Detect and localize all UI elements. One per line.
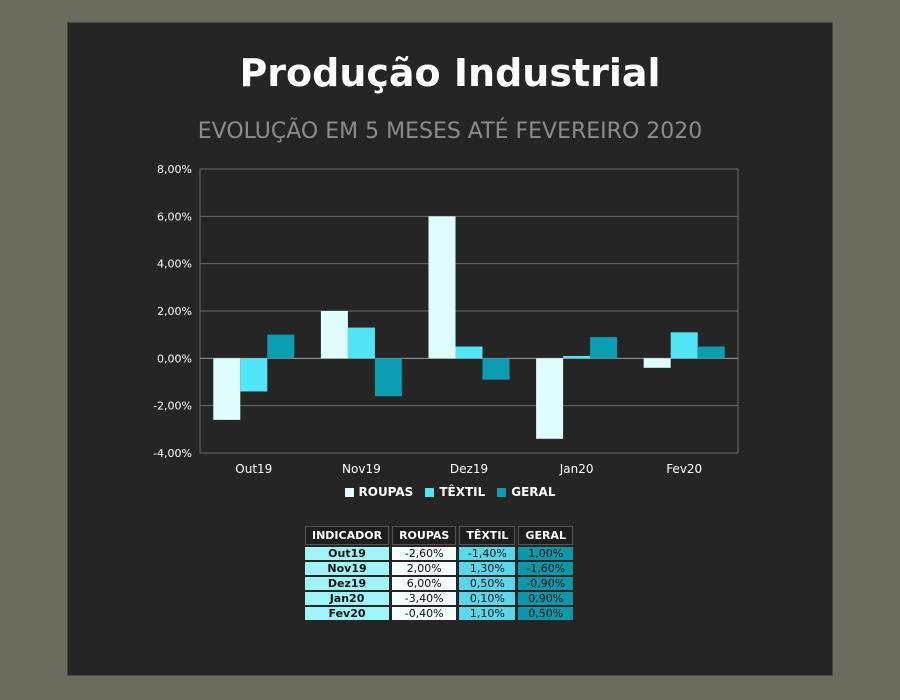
cell-textil: 1,10% bbox=[459, 607, 516, 620]
chart-legend: ROUPAS TÊXTIL GERAL bbox=[68, 485, 832, 499]
x-tick-label: Out19 bbox=[235, 462, 272, 476]
row-label: Jan20 bbox=[305, 592, 390, 605]
table-row: Nov19 2,00% 1,30% -1,60% bbox=[305, 562, 573, 575]
table-row: Fev20 -0,40% 1,10% 0,50% bbox=[305, 607, 573, 620]
bar-roupas-jan20 bbox=[536, 358, 564, 439]
header-indicador: INDICADOR bbox=[305, 526, 390, 545]
table-row: Jan20 -3,40% 0,10% 0,90% bbox=[305, 592, 573, 605]
y-tick-label: 6,00% bbox=[157, 210, 192, 223]
bar-geral-jan20 bbox=[590, 337, 618, 359]
y-tick-label: 0,00% bbox=[157, 352, 192, 365]
bar-textil-out19 bbox=[240, 358, 268, 392]
cell-geral: -0,90% bbox=[518, 577, 573, 590]
bar-geral-fev20 bbox=[697, 346, 725, 359]
y-tick-label: 8,00% bbox=[157, 163, 192, 176]
cell-textil: 0,50% bbox=[459, 577, 516, 590]
legend-swatch-textil bbox=[425, 487, 435, 497]
bar-textil-nov19 bbox=[347, 327, 375, 359]
row-label: Nov19 bbox=[305, 562, 390, 575]
page-subtitle: EVOLUÇÃO EM 5 MESES ATÉ FEVEREIRO 2020 bbox=[197, 119, 703, 144]
bar-textil-fev20 bbox=[670, 332, 698, 359]
bar-geral-dez19 bbox=[482, 358, 510, 380]
cell-geral: -1,60% bbox=[518, 562, 573, 575]
table-row: Dez19 6,00% 0,50% -0,90% bbox=[305, 577, 573, 590]
cell-roupas: 6,00% bbox=[392, 577, 457, 590]
dashboard-panel: Produção Industrial EVOLUÇÃO EM 5 MESES … bbox=[67, 22, 833, 676]
bar-geral-nov19 bbox=[374, 358, 402, 397]
legend-label-textil: TÊXTIL bbox=[439, 485, 486, 499]
cell-geral: 1,00% bbox=[518, 547, 573, 560]
legend-item-geral: GERAL bbox=[497, 485, 555, 499]
cell-roupas: -2,60% bbox=[392, 547, 457, 560]
y-tick-label: 2,00% bbox=[157, 305, 192, 318]
bar-chart: -4,00% -2,00% 0,00% 2,00% 4,00% 6,00% 8,00% Out… bbox=[153, 163, 739, 476]
y-tick-label: 4,00% bbox=[157, 258, 192, 271]
cell-geral: 0,50% bbox=[518, 607, 573, 620]
bar-geral-out19 bbox=[267, 334, 295, 359]
legend-item-textil: TÊXTIL bbox=[425, 485, 485, 499]
header-roupas: ROUPAS bbox=[392, 526, 457, 545]
y-tick-label: -4,00% bbox=[153, 447, 192, 460]
x-tick-label: Jan20 bbox=[559, 462, 594, 476]
row-label: Dez19 bbox=[305, 577, 390, 590]
x-tick-label: Fev20 bbox=[666, 462, 702, 476]
page-title: Produção Industrial bbox=[239, 51, 661, 95]
legend-item-roupas: ROUPAS bbox=[344, 485, 414, 499]
legend-label-roupas: ROUPAS bbox=[358, 485, 414, 499]
bar-roupas-fev20 bbox=[643, 358, 671, 368]
cell-roupas: -0,40% bbox=[392, 607, 457, 620]
bar-roupas-out19 bbox=[213, 358, 241, 420]
legend-swatch-roupas bbox=[344, 487, 354, 497]
y-tick-label: -2,00% bbox=[153, 400, 192, 413]
table-header-row: INDICADOR ROUPAS TÊXTIL GERAL bbox=[305, 526, 573, 545]
table-row: Out19 -2,60% -1,40% 1,00% bbox=[305, 547, 573, 560]
header-textil: TÊXTIL bbox=[459, 526, 516, 545]
bar-roupas-dez19 bbox=[428, 216, 456, 359]
cell-textil: 1,30% bbox=[459, 562, 516, 575]
cell-roupas: 2,00% bbox=[392, 562, 457, 575]
cell-roupas: -3,40% bbox=[392, 592, 457, 605]
bar-textil-jan20 bbox=[563, 355, 591, 359]
row-label: Out19 bbox=[305, 547, 390, 560]
bar-roupas-nov19 bbox=[320, 311, 348, 359]
cell-textil: 0,10% bbox=[459, 592, 516, 605]
legend-swatch-geral bbox=[497, 487, 507, 497]
row-label: Fev20 bbox=[305, 607, 390, 620]
indicator-table: INDICADOR ROUPAS TÊXTIL GERAL Out19 -2,6… bbox=[302, 524, 576, 622]
x-tick-label: Dez19 bbox=[450, 462, 488, 476]
legend-label-geral: GERAL bbox=[511, 485, 556, 499]
x-tick-label: Nov19 bbox=[342, 462, 381, 476]
cell-textil: -1,40% bbox=[459, 547, 516, 560]
header-geral: GERAL bbox=[518, 526, 573, 545]
bar-textil-dez19 bbox=[455, 346, 483, 359]
cell-geral: 0,90% bbox=[518, 592, 573, 605]
